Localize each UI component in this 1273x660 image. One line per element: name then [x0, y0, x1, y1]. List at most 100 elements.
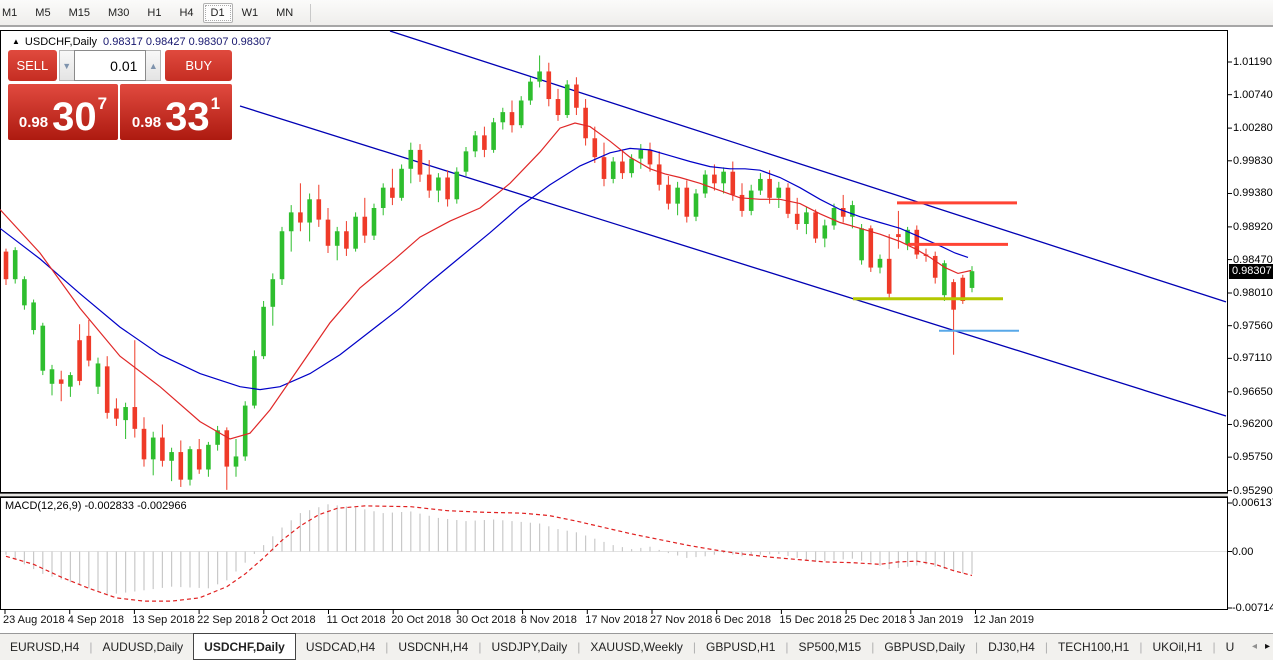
candle-body [804, 212, 809, 224]
timeframe-toolbar: M1 M5 M15 M30 H1 H4 D1 W1 MN [0, 0, 1273, 27]
tabs-scroll-left-icon[interactable]: ◂ [1251, 641, 1257, 652]
date-axis-label: 2 Oct 2018 [261, 614, 316, 626]
macd-pane-border [0, 497, 1228, 610]
price-axis-label: 0.95290 [1233, 484, 1273, 497]
candlestick-series [3, 55, 975, 490]
timeframe-button-mn[interactable]: MN [276, 6, 294, 19]
trend-channel-line-2[interactable] [239, 105, 1227, 417]
price-axis-label: 1.01190 [1233, 56, 1272, 68]
tab-tech100-h1[interactable]: TECH100,H1 [1057, 640, 1130, 654]
candle-body [610, 161, 616, 179]
timeframe-button-m15[interactable]: M15 [68, 6, 90, 19]
candle-body [31, 302, 36, 331]
tab-usdjpy-daily[interactable]: USDJPY,Daily [491, 640, 568, 654]
price-axis-label: 0.97560 [1233, 319, 1273, 332]
candle-body [528, 81, 533, 101]
tab-audusd-daily[interactable]: AUDUSD,Daily [102, 640, 184, 654]
date-axis-label: 4 Sep 2018 [67, 614, 124, 626]
candle-body [463, 151, 469, 172]
timeframe-button-d1[interactable]: D1 [202, 2, 233, 23]
date-axis-label: 27 Nov 2018 [650, 614, 713, 626]
timeframe-button-h4[interactable]: H4 [179, 6, 194, 19]
candle-body [380, 187, 386, 209]
pane-splitter[interactable] [0, 493, 1228, 497]
volume-input[interactable]: 0.01 [73, 50, 147, 81]
candle-body [592, 138, 598, 158]
candle-body [712, 174, 717, 184]
candle-body [445, 177, 450, 200]
tab-usdcnh-h4[interactable]: USDCNH,H4 [398, 640, 469, 654]
candle-body [141, 428, 147, 460]
tab-xauusd-weekly[interactable]: XAUUSD,Weekly [590, 640, 683, 654]
candle-body [555, 99, 561, 116]
timeframe-button-m30[interactable]: M30 [107, 6, 130, 19]
candle-body [546, 71, 552, 100]
candle-body [500, 112, 506, 123]
volume-decrease-icon: ▼ [62, 60, 72, 71]
candle-body [160, 437, 165, 461]
candle-body [758, 178, 763, 191]
candle-body [739, 194, 745, 211]
tab-dj30-h4[interactable]: DJ30,H4 [988, 640, 1035, 654]
tab-gbpusd-h1[interactable]: GBPUSD,H1 [706, 640, 776, 654]
candle-body [196, 449, 202, 470]
macd-label-row: MACD(12,26,9) -0.002833 -0.002966 [5, 500, 187, 512]
tabs-scroll-right-icon[interactable]: ▸ [1264, 641, 1270, 652]
date-axis-label: 20 Oct 2018 [391, 614, 452, 626]
tab-scroll-controls: ◂ ▸ [1252, 633, 1270, 660]
candle-body [583, 107, 588, 139]
tab-sp500-m15[interactable]: SP500,M15 [798, 640, 862, 654]
candle-body [850, 205, 855, 217]
buy-price-big: 33 [165, 95, 210, 139]
symbol-tab-bar: EURUSD,H4 | AUDUSD,Daily USDCHF,Daily USDCAD… [0, 633, 1273, 660]
tab-divider: | [1212, 640, 1216, 654]
tab-gbpusd-daily[interactable]: GBPUSD,Daily [884, 640, 966, 654]
toolbar-separator [310, 3, 312, 22]
date-axis-label: 23 Aug 2018 [3, 614, 65, 626]
candle-body [629, 158, 634, 174]
candle-body [886, 258, 892, 294]
buy-price-tile[interactable]: 0.98 33 1 [120, 84, 232, 140]
tab-usdcad-h4[interactable]: USDCAD,H4 [305, 640, 376, 654]
date-axis-label: 6 Dec 2018 [714, 614, 771, 626]
tab-eurusd-h4[interactable]: EURUSD,H4 [10, 640, 80, 654]
candle-body [362, 216, 368, 236]
tab-u[interactable]: U [1225, 640, 1235, 654]
volume-increase-icon: ▲ [148, 60, 158, 71]
candle-body [721, 171, 726, 184]
chart-title-row: ▲ USDCHF,Daily 0.98317 0.98427 0.98307 0.9… [12, 36, 271, 48]
tab-divider: | [1044, 640, 1048, 654]
candle-body [399, 168, 404, 198]
candle-body [564, 84, 570, 116]
candle-body [408, 149, 414, 169]
candle-body [58, 379, 64, 384]
candle-body [537, 71, 542, 82]
timeframe-button-w1[interactable]: W1 [241, 6, 259, 19]
candle-body [3, 251, 9, 280]
tab-divider: | [577, 640, 581, 654]
macd-axis-label: 0.00 [1232, 545, 1254, 558]
sell-button[interactable]: SELL [8, 50, 57, 81]
candle-body [123, 407, 128, 421]
timeframe-button-m1[interactable]: M1 [2, 6, 18, 19]
candle-body [960, 277, 966, 301]
tab-usdchf-daily[interactable]: USDCHF,Daily [193, 633, 296, 660]
collapse-chart-icon[interactable]: ▲ [12, 37, 20, 46]
candle-body [877, 258, 883, 268]
buy-button[interactable]: BUY [165, 50, 233, 81]
tab-divider: | [871, 640, 875, 654]
timeframe-button-m5[interactable]: M5 [35, 6, 51, 19]
volume-decrease-button[interactable]: ▼ [58, 50, 74, 81]
sell-price-pip: 7 [97, 94, 108, 113]
tab-ukoil-h1[interactable]: UKOil,H1 [1152, 640, 1203, 654]
candle-body [334, 231, 340, 246]
trend-channel-line-1[interactable] [389, 30, 1227, 303]
sell-price-tile[interactable]: 0.98 30 7 [8, 84, 118, 140]
macd-indicator-pane[interactable] [0, 497, 1273, 617]
price-axis-label: 1.00280 [1233, 122, 1273, 135]
chart-ohlc-values: 0.98317 0.98427 0.98307 0.98307 [103, 36, 272, 48]
timeframe-button-h1[interactable]: H1 [147, 6, 162, 19]
volume-increase-button[interactable]: ▲ [146, 50, 162, 81]
candle-body [353, 216, 358, 249]
